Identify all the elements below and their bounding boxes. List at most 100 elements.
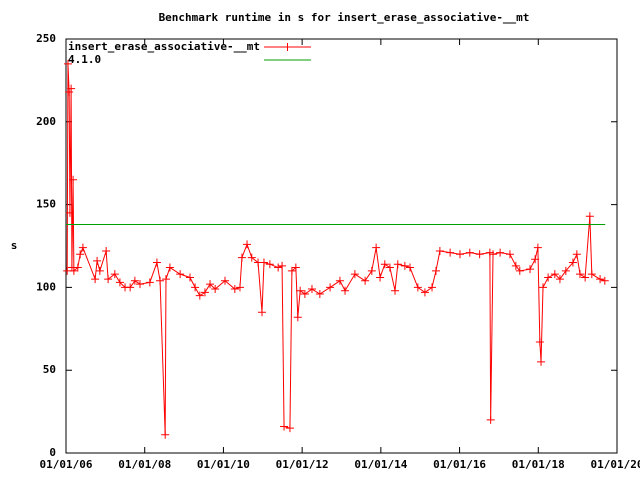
point-marker: [600, 276, 609, 285]
point-marker: [265, 260, 274, 269]
point-marker: [185, 273, 194, 282]
point-marker: [145, 278, 154, 287]
point-marker: [69, 175, 78, 184]
point-marker: [515, 266, 524, 275]
point-marker: [67, 84, 76, 93]
point-marker: [95, 266, 104, 275]
point-marker: [489, 250, 498, 259]
point-marker: [76, 250, 85, 259]
point-marker: [535, 338, 544, 347]
point-marker: [400, 261, 409, 270]
x-tick-label: 01/01/18: [512, 458, 565, 471]
point-marker: [65, 208, 74, 217]
point-marker: [63, 59, 72, 68]
y-tick-label: 200: [36, 115, 56, 128]
point-marker: [496, 248, 505, 257]
point-marker: [165, 263, 174, 272]
point-marker: [581, 273, 590, 282]
point-marker: [300, 290, 309, 299]
x-tick-label: 01/01/16: [433, 458, 486, 471]
point-marker: [550, 270, 559, 279]
point-marker: [73, 263, 82, 272]
point-marker: [526, 265, 535, 274]
point-marker: [287, 266, 296, 275]
legend-label: 4.1.0: [68, 53, 101, 66]
y-tick-label: 150: [36, 198, 56, 211]
x-tick-label: 01/01/14: [354, 458, 407, 471]
y-tick-label: 50: [43, 363, 56, 376]
point-marker: [230, 285, 239, 294]
point-marker: [195, 291, 204, 300]
x-tick-label: 01/01/06: [40, 458, 93, 471]
point-marker: [247, 253, 256, 262]
chart-title: Benchmark runtime in s for insert_erase_…: [159, 11, 530, 24]
point-marker: [372, 243, 381, 252]
point-marker: [587, 270, 596, 279]
point-marker: [257, 308, 266, 317]
point-marker: [561, 266, 570, 275]
point-marker: [537, 357, 546, 366]
y-tick-label: 250: [36, 32, 56, 45]
point-marker: [211, 285, 220, 294]
point-marker: [568, 258, 577, 267]
point-marker: [391, 286, 400, 295]
point-marker: [126, 283, 135, 292]
point-marker: [420, 288, 429, 297]
point-marker: [285, 424, 294, 433]
x-tick-label: 01/01/10: [197, 458, 250, 471]
point-marker: [393, 260, 402, 269]
point-marker: [335, 276, 344, 285]
point-marker: [361, 276, 370, 285]
point-marker: [110, 270, 119, 279]
point-marker: [486, 415, 495, 424]
point-marker: [544, 273, 553, 282]
point-marker: [278, 261, 287, 270]
point-marker: [237, 253, 246, 262]
legend-label: insert_erase_associative-__mt: [68, 40, 260, 53]
point-marker: [104, 275, 113, 284]
point-marker: [291, 263, 300, 272]
y-tick-label: 100: [36, 280, 56, 293]
y-tick-label: 0: [49, 446, 56, 459]
legend-marker: [283, 43, 292, 51]
point-marker: [280, 422, 289, 431]
point-marker: [475, 250, 484, 259]
point-marker: [274, 263, 283, 272]
point-marker: [585, 212, 594, 221]
point-marker: [235, 283, 244, 292]
point-marker: [152, 258, 161, 267]
point-marker: [161, 275, 170, 284]
point-marker: [307, 285, 316, 294]
point-marker: [69, 266, 78, 275]
point-marker: [367, 266, 376, 275]
point-marker: [293, 313, 302, 322]
point-marker: [413, 283, 422, 292]
point-marker: [156, 276, 165, 285]
point-marker: [446, 248, 455, 257]
point-marker: [161, 430, 170, 439]
point-marker: [341, 286, 350, 295]
point-marker: [531, 255, 540, 264]
point-marker: [385, 263, 394, 272]
point-marker: [405, 263, 414, 272]
point-marker: [176, 270, 185, 279]
point-marker: [259, 258, 268, 267]
point-marker: [505, 250, 514, 259]
point-marker: [91, 275, 100, 284]
point-marker: [243, 240, 252, 249]
point-marker: [533, 243, 542, 252]
point-marker: [428, 283, 437, 292]
point-marker: [350, 270, 359, 279]
point-marker: [511, 261, 520, 270]
point-marker: [102, 246, 111, 255]
point-marker: [455, 250, 464, 259]
point-marker: [572, 250, 581, 259]
point-marker: [115, 278, 124, 287]
x-tick-label: 01/01/20: [591, 458, 640, 471]
plot-frame: [65, 38, 618, 454]
point-marker: [93, 256, 102, 265]
point-marker: [596, 275, 605, 284]
point-marker: [130, 276, 139, 285]
